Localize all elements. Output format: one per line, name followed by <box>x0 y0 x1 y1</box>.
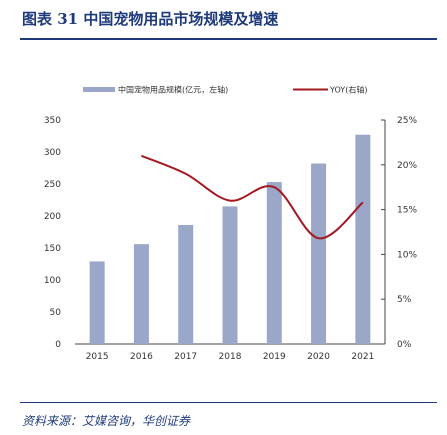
bar <box>133 244 149 344</box>
x-tick-label: 2020 <box>307 352 330 362</box>
bar-series <box>89 134 371 344</box>
source-rule <box>20 402 437 403</box>
line-series <box>141 154 364 240</box>
source-note: 资料来源：艾媒咨询，华创证券 <box>22 414 191 428</box>
legend-swatch-bar <box>83 87 115 92</box>
y-left-tick-label: 200 <box>44 212 61 222</box>
y-left-tick-label: 300 <box>44 148 61 158</box>
x-tick-label: 2016 <box>130 352 153 362</box>
yoy-line <box>141 154 364 240</box>
y-left-tick-label: 150 <box>44 244 61 254</box>
y-left-tick-label: 100 <box>44 276 61 286</box>
title-rule <box>20 38 437 40</box>
bar <box>311 163 327 344</box>
x-tick-label: 2018 <box>219 352 242 362</box>
legend-label-bar: 中国宠物用品规模(亿元，左轴) <box>118 85 228 95</box>
legend-label-line: YOY(右轴) <box>329 85 367 95</box>
y-right-tick-label: 10% <box>397 250 417 260</box>
y-right-tick-label: 20% <box>397 161 417 171</box>
chart: 0 50 100 150 200 250 300 350 0% 5% 10% 15% 20% 25% 201… <box>44 85 418 363</box>
bar <box>222 206 238 344</box>
y-left-tick-label: 50 <box>50 308 62 318</box>
bar <box>355 134 371 344</box>
y-left-tick-label: 250 <box>44 180 61 190</box>
y-left-tick-label: 350 <box>44 116 61 126</box>
figure-title: 图表 31 中国宠物用品市场规模及增速 <box>22 10 279 28</box>
bar <box>266 182 282 344</box>
y-right-tick-label: 25% <box>397 116 417 126</box>
chart-legend: 中国宠物用品规模(亿元，左轴) YOY(右轴) <box>83 85 367 95</box>
y-left-tick-label: 0 <box>55 340 61 350</box>
x-tick-label: 2017 <box>174 352 197 362</box>
x-tick-label: 2015 <box>86 352 109 362</box>
y-right-tick-label: 0% <box>397 340 412 350</box>
bar <box>89 261 105 344</box>
chart-axes: 0 50 100 150 200 250 300 350 0% 5% 10% 15% 20% 25% 201… <box>44 116 418 362</box>
y-right-tick-label: 5% <box>397 295 412 305</box>
bar <box>178 224 194 344</box>
y-right-tick-label: 15% <box>397 206 417 216</box>
x-tick-label: 2021 <box>351 352 374 362</box>
x-tick-label: 2019 <box>263 352 286 362</box>
